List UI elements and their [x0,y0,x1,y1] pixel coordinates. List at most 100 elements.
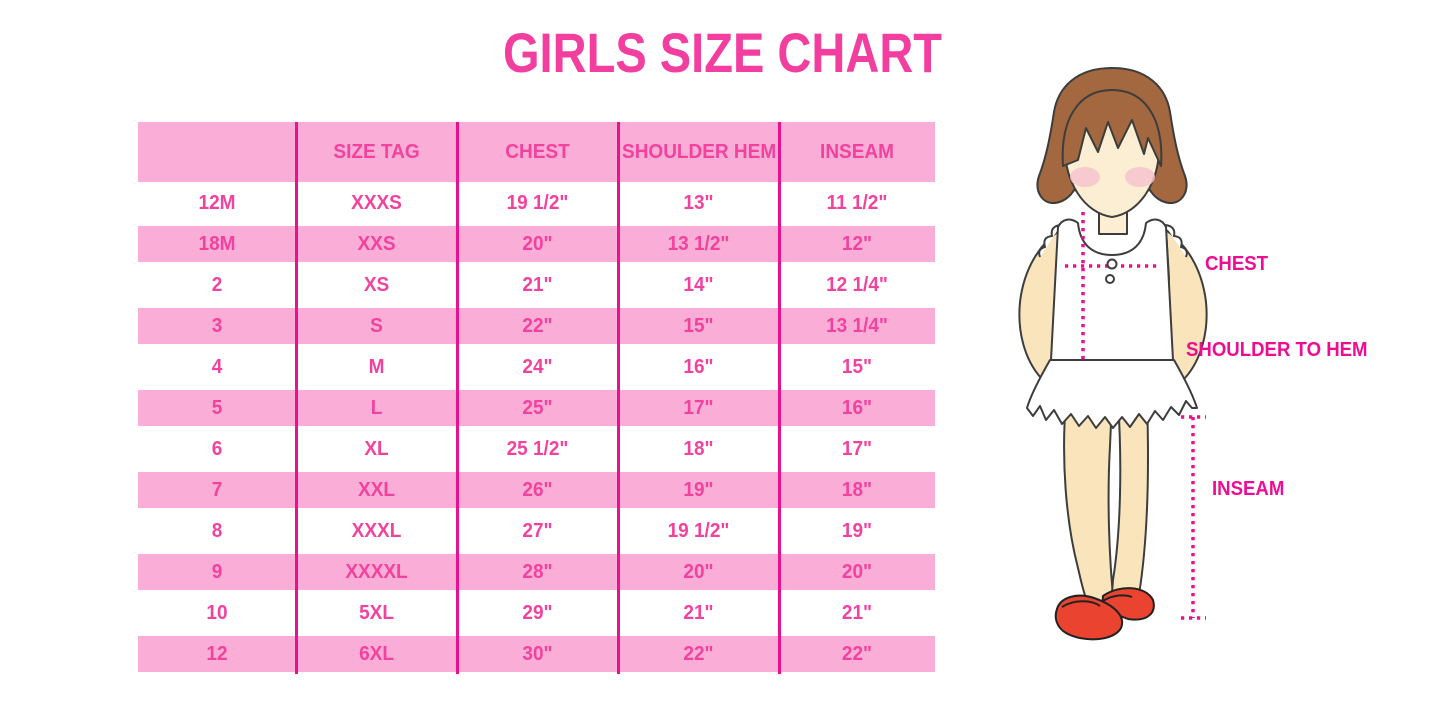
size-guide-figure: CHEST SHOULDER TO HEM INSEAM [1000,60,1445,705]
cell-chest: 29" [522,601,553,624]
column-divider [295,122,298,674]
header-size-tag: SIZE TAG [333,141,420,163]
cell-size: 7 [211,478,223,501]
table-row: 12 6XL 30" 22" 22" [138,633,935,674]
girl-bangs [1061,89,1163,167]
cell-size: 3 [211,314,223,337]
cell-chest: 25 1/2" [506,437,569,460]
table-row: 10 5XL 29" 21" 21" [138,592,935,633]
cell-inseam: 20" [841,560,873,583]
chest-measure-label: CHEST [1205,253,1269,275]
table-row: 6 XL 25 1/2" 18" 17" [138,428,935,469]
size-chart-table: SIZE TAG CHEST SHOULDER HEM INSEAM 12M X… [138,122,935,674]
cell-inseam: 22" [841,642,873,665]
cell-size: 18M [198,232,236,255]
girl-top-button [1105,274,1115,284]
cell-chest: 26" [522,478,553,501]
cell-size: 2 [211,273,223,296]
girl-right-shoulder-ruffle [1164,224,1188,258]
cell-inseam: 12" [841,232,873,255]
column-divider [617,122,620,674]
cell-shoulder-hem: 13 1/2" [667,232,730,255]
cell-inseam: 17" [841,437,873,460]
girl-right-cheek [1125,167,1155,187]
cell-chest: 27" [522,519,553,542]
cell-chest: 19 1/2" [506,191,569,214]
cell-shoulder-hem: 19" [683,478,714,501]
cell-size: 9 [211,560,223,583]
cell-size-tag: 6XL [359,642,394,665]
cell-chest: 25" [522,396,553,419]
shoulder-to-hem-measure-label: SHOULDER TO HEM [1186,339,1368,361]
cell-inseam: 15" [841,355,873,378]
cell-size-tag: XXXS [351,191,402,214]
header-inseam: INSEAM [820,141,894,163]
cell-chest: 20" [522,232,553,255]
table-row: 9 XXXXL 28" 20" 20" [138,551,935,592]
girl-illustration [1018,67,1208,641]
girl-left-cheek [1070,167,1100,187]
cell-size: 8 [211,519,223,542]
cell-chest: 22" [522,314,553,337]
girl-left-leg [1063,399,1115,607]
girl-shoe-strap [1102,594,1133,602]
table-row: 7 XXL 26" 19" 18" [138,469,935,510]
table-header-row: SIZE TAG CHEST SHOULDER HEM INSEAM [138,122,935,182]
cell-size-tag: S [370,314,383,337]
cell-size-tag: XXXXL [345,560,408,583]
girl-left-shoe [1054,594,1124,641]
girl-top-button [1106,258,1118,270]
cell-shoulder-hem: 18" [683,437,714,460]
cell-size: 5 [211,396,223,419]
cell-size: 6 [211,437,223,460]
cell-inseam: 21" [841,601,873,624]
cell-shoulder-hem: 17" [683,396,714,419]
cell-inseam: 12 1/4" [826,273,888,296]
girl-top [1050,218,1174,361]
column-divider [778,122,781,674]
page-title: GIRLS SIZE CHART [502,21,943,84]
girl-left-shoulder-ruffle [1038,224,1062,258]
table-row: 3 S 22" 15" 13 1/4" [138,305,935,346]
table-row: 8 XXXL 27" 19 1/2" 19" [138,510,935,551]
column-divider [456,122,459,674]
cell-size-tag: L [370,396,383,419]
cell-size-tag: XS [363,273,390,296]
cell-size-tag: M [368,355,385,378]
table-row: 2 XS 21" 14" 12 1/4" [138,264,935,305]
cell-chest: 21" [522,273,553,296]
girl-shoe-strap [1061,600,1101,608]
cell-shoulder-hem: 20" [683,560,714,583]
table-row: 5 L 25" 17" 16" [138,387,935,428]
girl-skirt [1026,359,1198,429]
cell-size: 4 [211,355,223,378]
cell-shoulder-hem: 14" [683,273,714,296]
cell-size-tag: XL [364,437,389,460]
cell-chest: 24" [522,355,553,378]
cell-inseam: 13 1/4" [826,314,888,337]
cell-inseam: 19" [841,519,873,542]
cell-inseam: 16" [841,396,873,419]
cell-shoulder-hem: 22" [683,642,714,665]
cell-chest: 30" [522,642,553,665]
inseam-measure-label: INSEAM [1212,478,1285,500]
cell-size: 12M [198,191,236,214]
cell-size: 12 [206,642,228,665]
cell-size-tag: 5XL [359,601,394,624]
cell-shoulder-hem: 15" [683,314,714,337]
cell-size-tag: XXS [357,232,396,255]
table-row: 18M XXS 20" 13 1/2" 12" [138,223,935,264]
cell-size: 10 [206,601,228,624]
table-row: 4 M 24" 16" 15" [138,346,935,387]
cell-size-tag: XXL [358,478,395,501]
cell-chest: 28" [522,560,553,583]
header-chest: CHEST [505,141,570,163]
cell-inseam: 11 1/2" [826,191,888,214]
girl-right-leg [1110,399,1149,607]
header-shoulder-hem: SHOULDER HEM [622,141,777,163]
cell-shoulder-hem: 21" [683,601,714,624]
cell-shoulder-hem: 19 1/2" [667,519,730,542]
cell-shoulder-hem: 13" [683,191,714,214]
cell-inseam: 18" [841,478,873,501]
